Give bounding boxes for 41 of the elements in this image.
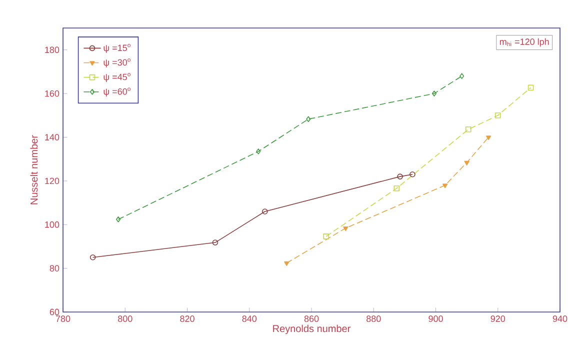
x-axis-title: Reynolds number xyxy=(273,324,350,334)
y-tick-label: 100 xyxy=(45,221,60,228)
y-tick-label: 180 xyxy=(45,46,60,54)
point xyxy=(343,226,348,232)
x-tick-label: 920 xyxy=(490,316,506,322)
point xyxy=(442,184,448,188)
point xyxy=(284,261,290,266)
annotation: m$_{hi}$ =120 lph xyxy=(500,38,549,47)
point xyxy=(212,240,218,246)
point xyxy=(528,84,534,91)
point xyxy=(394,185,400,192)
x-tick-label: 780 xyxy=(56,316,70,322)
point xyxy=(494,112,501,118)
legend-label: ψ =15$^{o}$ xyxy=(104,44,130,53)
x-tick-label: 800 xyxy=(118,316,132,322)
y-tick-label: 80 xyxy=(50,265,60,272)
point xyxy=(460,73,464,79)
x-tick-label: 840 xyxy=(242,316,257,322)
legend-label: ψ =30$^{o}$ xyxy=(104,58,130,68)
y-tick-label: 60 xyxy=(50,308,60,316)
point xyxy=(323,234,329,240)
x-tick-label: 900 xyxy=(428,316,443,322)
point xyxy=(262,208,268,214)
point xyxy=(397,174,403,180)
point xyxy=(306,116,311,122)
x-tick-label: 940 xyxy=(552,316,568,322)
y-tick-label: 160 xyxy=(45,90,60,97)
y-tick-label: 140 xyxy=(45,134,60,140)
legend-label: ψ =60$^{o}$ xyxy=(104,88,130,96)
x-tick-label: 880 xyxy=(366,316,381,322)
x-tick-label: 820 xyxy=(180,316,194,322)
y-axis-title: Nusselt number xyxy=(30,135,38,204)
point xyxy=(432,90,436,96)
point xyxy=(486,136,492,140)
legend-label: ψ =45$^{o}$ xyxy=(104,73,130,82)
y-tick-label: 120 xyxy=(45,178,60,184)
x-tick-label: 860 xyxy=(304,316,319,322)
point xyxy=(256,148,261,154)
point xyxy=(465,126,472,132)
point xyxy=(116,216,121,222)
point xyxy=(464,160,470,166)
